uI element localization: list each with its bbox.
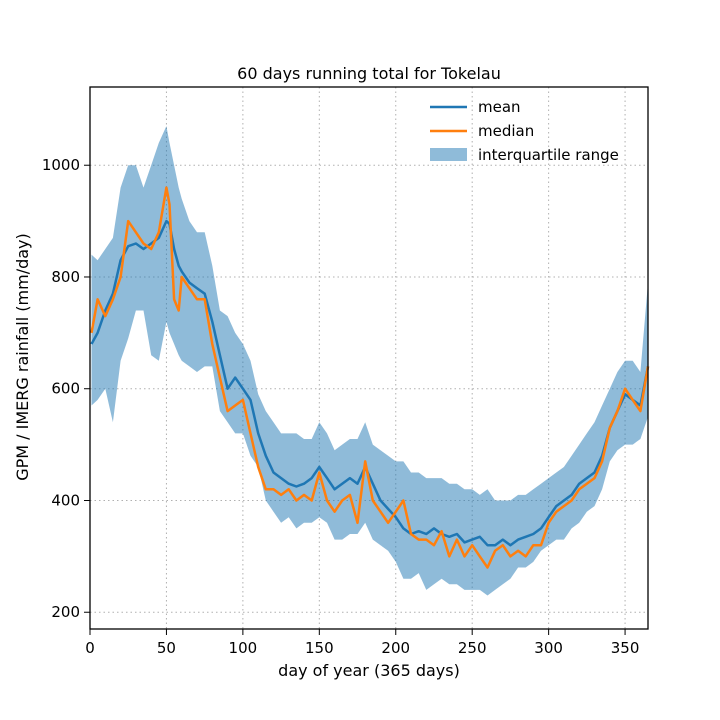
x-tick-label: 0 bbox=[85, 639, 95, 657]
x-tick-label: 150 bbox=[305, 639, 334, 657]
y-tick-label: 800 bbox=[51, 268, 80, 286]
y-axis-label: GPM / IMERG rainfall (mm/day) bbox=[13, 233, 32, 481]
y-tick-label: 200 bbox=[51, 603, 80, 621]
x-axis: 0 50 100 150 200 250 300 350 bbox=[85, 629, 639, 657]
legend-mean-label: mean bbox=[478, 98, 521, 116]
x-tick-label: 250 bbox=[458, 639, 487, 657]
y-tick-label: 400 bbox=[51, 491, 80, 509]
legend: mean median interquartile range bbox=[430, 98, 619, 164]
y-tick-label: 1000 bbox=[42, 156, 80, 174]
x-tick-label: 100 bbox=[229, 639, 258, 657]
y-tick-label: 600 bbox=[51, 380, 80, 398]
legend-median-label: median bbox=[478, 122, 534, 140]
plot-frame bbox=[89, 86, 649, 630]
x-tick-label: 350 bbox=[611, 639, 640, 657]
mean-line bbox=[90, 219, 650, 547]
median-line bbox=[90, 186, 650, 569]
x-tick-label: 200 bbox=[381, 639, 410, 657]
iqr-band bbox=[91, 126, 648, 596]
y-axis: 200 400 600 800 1000 bbox=[42, 156, 90, 621]
x-tick-label: 300 bbox=[534, 639, 563, 657]
legend-iqr-swatch bbox=[430, 148, 467, 161]
x-tick-label: 50 bbox=[157, 639, 176, 657]
chart-title: 60 days running total for Tokelau bbox=[237, 64, 501, 83]
x-axis-label: day of year (365 days) bbox=[278, 661, 460, 680]
legend-iqr-label: interquartile range bbox=[478, 146, 619, 164]
